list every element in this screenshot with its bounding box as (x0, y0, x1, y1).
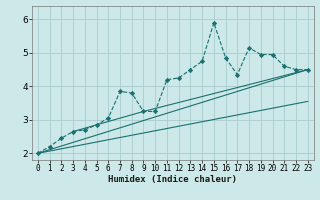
X-axis label: Humidex (Indice chaleur): Humidex (Indice chaleur) (108, 175, 237, 184)
